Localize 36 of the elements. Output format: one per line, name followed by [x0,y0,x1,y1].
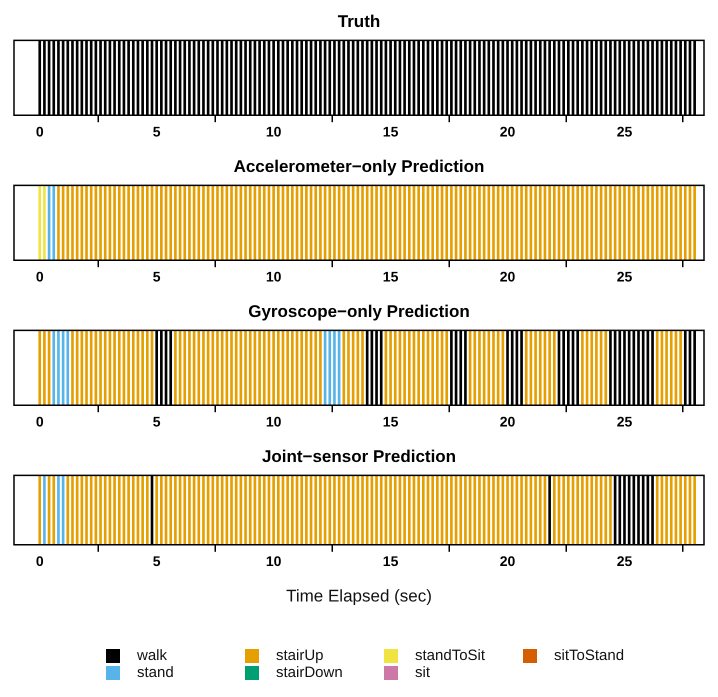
x-tick-label: 20 [500,553,516,570]
legend-label: sit [415,664,430,681]
chart-title: Truth [338,12,380,31]
x-tick-label: 25 [616,413,632,430]
x-tick-label: 15 [382,123,399,140]
x-tick-label: 20 [500,413,516,430]
x-tick-label: 15 [382,413,399,430]
chart-title: Accelerometer−only Prediction [234,156,484,176]
chart-title: Joint−sensor Prediction [262,446,456,466]
x-tick-label: 10 [266,553,282,570]
x-tick-label: 0 [36,123,44,140]
x-tick-label: 5 [152,553,161,570]
x-axis-title: Time Elapsed (sec) [286,586,432,606]
x-tick-label: 25 [616,123,632,140]
x-tick-label: 5 [152,268,161,284]
x-tick-label: 5 [152,413,161,430]
x-tick-label: 15 [382,268,399,284]
x-tick-label: 15 [382,553,399,570]
x-tick-label: 5 [152,123,161,140]
x-tick-label: 0 [36,553,44,570]
x-tick-label: 10 [266,413,282,430]
legend-label: stairDown [276,664,343,681]
chart-title: Gyroscope−only Prediction [248,302,470,321]
x-tick-label: 25 [616,553,632,570]
x-tick-label: 25 [616,268,632,284]
legend-label: stairUp [276,647,324,664]
x-tick-label: 10 [266,123,282,140]
x-tick-label: 20 [500,123,516,140]
legend-label: walk [137,647,168,664]
x-tick-label: 0 [36,268,44,284]
legend-label: stand [137,664,174,681]
x-tick-label: 20 [500,268,516,284]
x-tick-label: 10 [266,268,282,284]
legend-label: sitToStand [554,647,624,664]
legend-label: standToSit [415,647,486,664]
x-tick-label: 0 [36,413,44,430]
